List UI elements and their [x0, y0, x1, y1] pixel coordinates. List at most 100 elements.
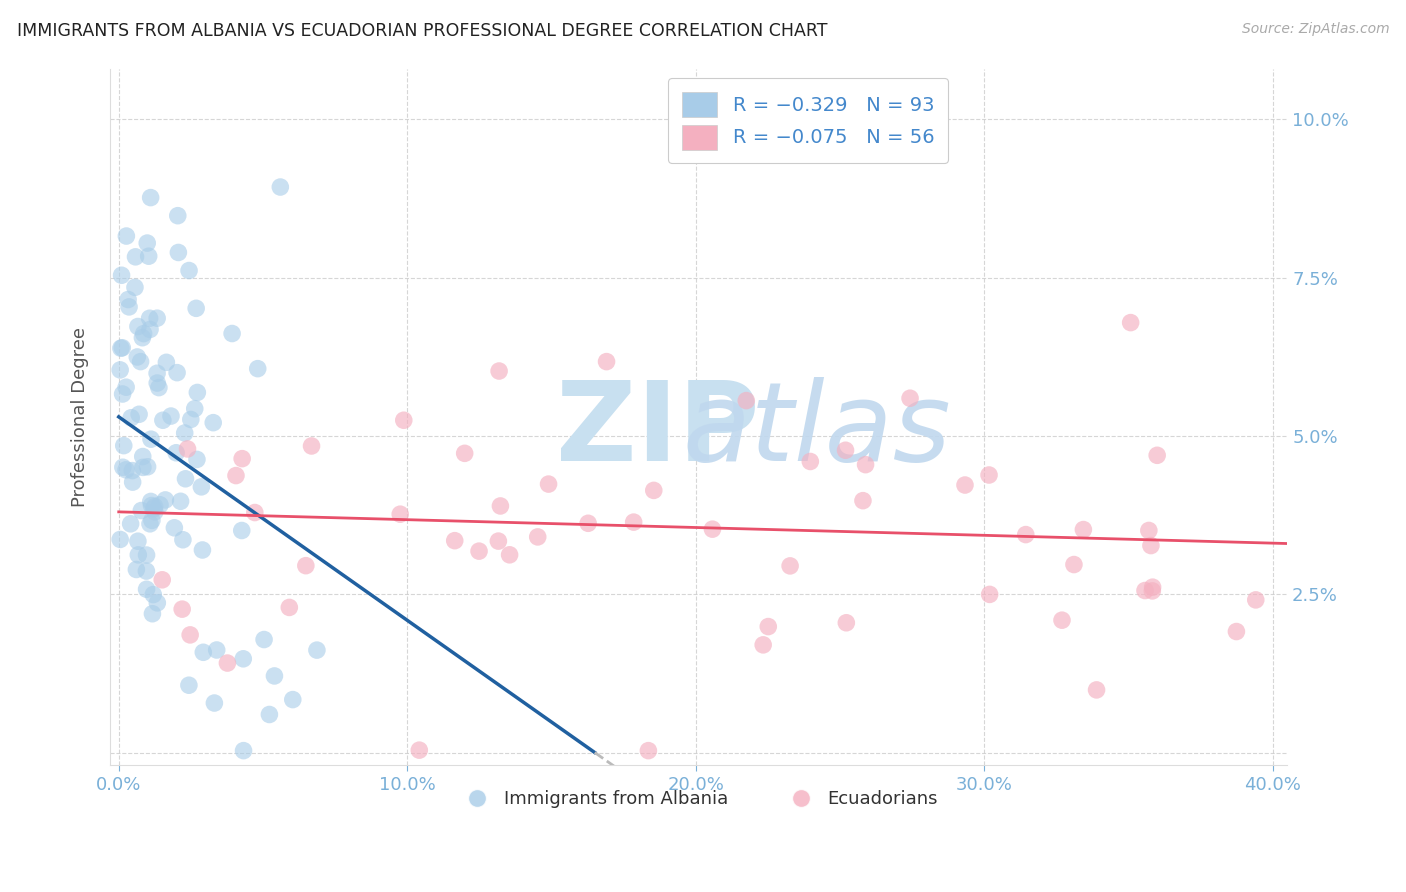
Point: [1146, 448, 1168, 462]
Point: [127, 548, 149, 562]
Point: [135, 564, 157, 578]
Point: [186, 301, 208, 316]
Text: IMMIGRANTS FROM ALBANIA VS ECUADORIAN PROFESSIONAL DEGREE CORRELATION CHART: IMMIGRANTS FROM ALBANIA VS ECUADORIAN PR…: [17, 22, 827, 40]
Point: [111, 460, 134, 475]
Point: [637, 744, 659, 758]
Point: [1137, 524, 1160, 538]
Point: [389, 507, 412, 521]
Point: [124, 250, 146, 264]
Point: [1015, 527, 1038, 541]
Point: [166, 366, 188, 380]
Point: [576, 516, 599, 531]
Point: [129, 354, 152, 368]
Point: [537, 477, 560, 491]
Point: [702, 522, 724, 536]
Point: [138, 311, 160, 326]
Point: [139, 516, 162, 531]
Point: [115, 380, 138, 394]
Point: [149, 498, 172, 512]
Point: [127, 350, 149, 364]
Point: [1085, 682, 1108, 697]
Point: [135, 548, 157, 562]
Point: [468, 544, 491, 558]
Point: [835, 615, 858, 630]
Point: [167, 245, 190, 260]
Point: [305, 643, 328, 657]
Point: [231, 451, 253, 466]
Point: [136, 459, 159, 474]
Text: Source: ZipAtlas.com: Source: ZipAtlas.com: [1241, 22, 1389, 37]
Point: [141, 607, 163, 621]
Point: [155, 355, 177, 369]
Point: [166, 209, 188, 223]
Point: [125, 562, 148, 576]
Point: [1244, 593, 1267, 607]
Point: [139, 494, 162, 508]
Point: [253, 632, 276, 647]
Point: [172, 602, 194, 616]
Point: [138, 249, 160, 263]
Point: [173, 425, 195, 440]
Point: [132, 450, 155, 464]
Point: [128, 407, 150, 421]
Point: [186, 452, 208, 467]
Point: [623, 515, 645, 529]
Point: [202, 696, 225, 710]
Point: [143, 500, 166, 514]
Point: [799, 454, 821, 468]
Point: [111, 387, 134, 401]
Point: [108, 363, 131, 377]
Point: [117, 293, 139, 307]
Point: [1142, 583, 1164, 598]
Text: ZIP: ZIP: [555, 377, 759, 484]
Point: [281, 692, 304, 706]
Point: [131, 503, 153, 517]
Point: [295, 558, 318, 573]
Point: [115, 463, 138, 477]
Point: [146, 376, 169, 390]
Point: [489, 499, 512, 513]
Point: [735, 393, 758, 408]
Point: [193, 645, 215, 659]
Point: [139, 191, 162, 205]
Point: [111, 341, 134, 355]
Point: [180, 412, 202, 426]
Y-axis label: Professional Degree: Professional Degree: [72, 326, 89, 507]
Point: [643, 483, 665, 498]
Point: [146, 311, 169, 326]
Point: [139, 322, 162, 336]
Point: [136, 236, 159, 251]
Point: [152, 413, 174, 427]
Point: [127, 534, 149, 549]
Point: [179, 628, 201, 642]
Point: [898, 391, 921, 405]
Point: [177, 263, 200, 277]
Point: [1140, 539, 1163, 553]
Point: [756, 619, 779, 633]
Point: [132, 460, 155, 475]
Point: [855, 458, 877, 472]
Point: [269, 180, 291, 194]
Point: [172, 533, 194, 547]
Point: [146, 596, 169, 610]
Point: [191, 543, 214, 558]
Point: [146, 366, 169, 380]
Point: [186, 385, 208, 400]
Point: [1050, 613, 1073, 627]
Point: [752, 638, 775, 652]
Point: [1142, 580, 1164, 594]
Point: [163, 521, 186, 535]
Point: [132, 326, 155, 341]
Point: [443, 533, 465, 548]
Point: [108, 533, 131, 547]
Legend: Immigrants from Albania, Ecuadorians: Immigrants from Albania, Ecuadorians: [451, 783, 945, 815]
Point: [1073, 523, 1095, 537]
Point: [174, 472, 197, 486]
Text: atlas: atlas: [682, 377, 950, 484]
Point: [110, 268, 132, 283]
Point: [486, 534, 509, 549]
Point: [139, 432, 162, 446]
Point: [225, 468, 247, 483]
Point: [120, 516, 142, 531]
Point: [141, 513, 163, 527]
